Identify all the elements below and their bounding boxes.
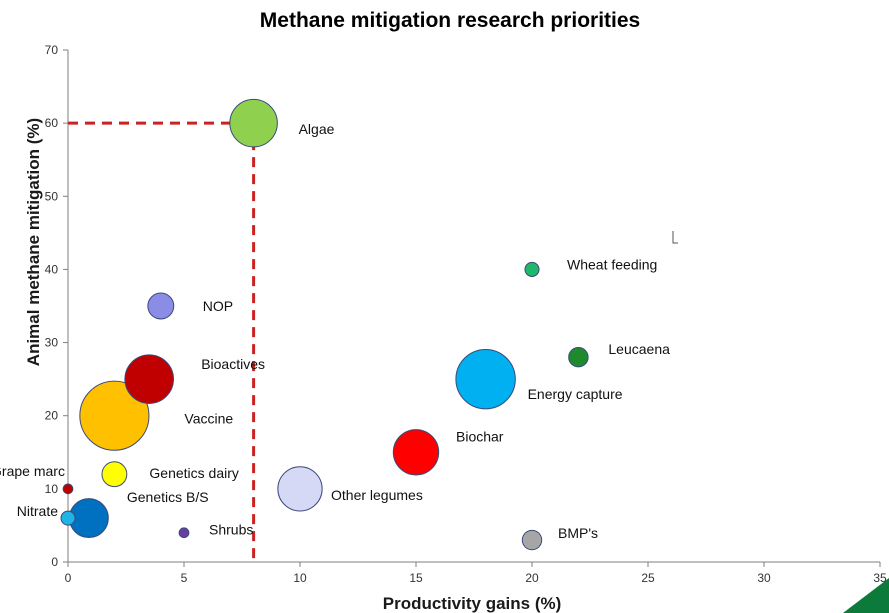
bubble-grape-marc: [62, 483, 74, 495]
bubble-label-nop: NOP: [203, 298, 233, 314]
bubble-vaccine: [79, 380, 150, 451]
bubble-label-leucaena: Leucaena: [608, 341, 670, 357]
reference-lines: [68, 121, 256, 562]
bubble-leucaena: [568, 346, 589, 368]
bubble-label-vaccine: Vaccine: [184, 411, 233, 427]
chart-title: Methane mitigation research priorities: [260, 9, 640, 32]
bubble-label-energy-capture: Energy capture: [528, 386, 623, 402]
x-tick-label: 20: [525, 571, 539, 585]
x-tick-label: 15: [409, 571, 423, 585]
bubble-bioactives: [124, 354, 174, 404]
bubble-label-nitrate: Nitrate: [17, 503, 58, 519]
y-tick-label: 20: [45, 409, 59, 423]
bubble-bmp-s: [521, 529, 543, 551]
x-axis-title: Productivity gains (%): [383, 594, 562, 613]
y-tick-label: 60: [45, 116, 59, 130]
x-tick-label: 10: [293, 571, 307, 585]
y-axis-title: Animal methane mitigation (%): [24, 118, 43, 366]
bubble-algae: [229, 98, 278, 148]
axes: [63, 49, 881, 567]
bubble-shrubs: [178, 527, 190, 539]
bubble-biochar: [392, 429, 440, 476]
bubbles: [60, 98, 589, 551]
bubble-label-grape-marc: Grape marc: [0, 463, 65, 479]
bubble-genetics-dairy: [101, 461, 128, 488]
y-tick-label: 40: [45, 262, 59, 276]
bubble-nop: [147, 292, 175, 320]
bubble-label-bioactives: Bioactives: [201, 356, 265, 372]
bubble-label-algae: Algae: [299, 121, 335, 137]
bubble-energy-capture: [455, 348, 516, 410]
tick-labels: 0 10 20 30 40 50 60 70 0 5 10 15 20 25 30 35: [45, 43, 887, 585]
bubble-label-other-legumes: Other legumes: [331, 487, 423, 503]
x-tick-label: 0: [65, 571, 72, 585]
y-tick-label: 50: [45, 189, 59, 203]
y-tick-label: 10: [45, 482, 59, 496]
bubble-label-genetics-dairy: Genetics dairy: [149, 465, 238, 481]
x-tick-label: 30: [757, 571, 771, 585]
x-tick-label: 25: [641, 571, 655, 585]
y-tick-label: 70: [45, 43, 59, 57]
bubble-nitrate: [60, 510, 76, 526]
corner-swoosh: [843, 578, 889, 613]
bubble-label-wheat-feeding: Wheat feeding: [567, 256, 657, 272]
cursor-mark: [672, 231, 678, 244]
bubble-other-legumes: [277, 466, 323, 512]
bubble-wheat-feeding: [524, 261, 540, 277]
bubble-label-biochar: Biochar: [456, 428, 504, 444]
bubble-labels: Algae Wheat feeding NOP Leucaena Bioactives E…: [0, 121, 670, 541]
y-tick-label: 0: [51, 555, 58, 569]
y-tick-label: 30: [45, 336, 59, 350]
bubble-label-bmp-s: BMP's: [558, 525, 598, 541]
x-tick-label: 35: [873, 571, 887, 585]
bubble-label-shrubs: Shrubs: [209, 522, 253, 538]
bubble-label-genetics-b-s: Genetics B/S: [127, 489, 209, 505]
x-tick-label: 5: [181, 571, 188, 585]
